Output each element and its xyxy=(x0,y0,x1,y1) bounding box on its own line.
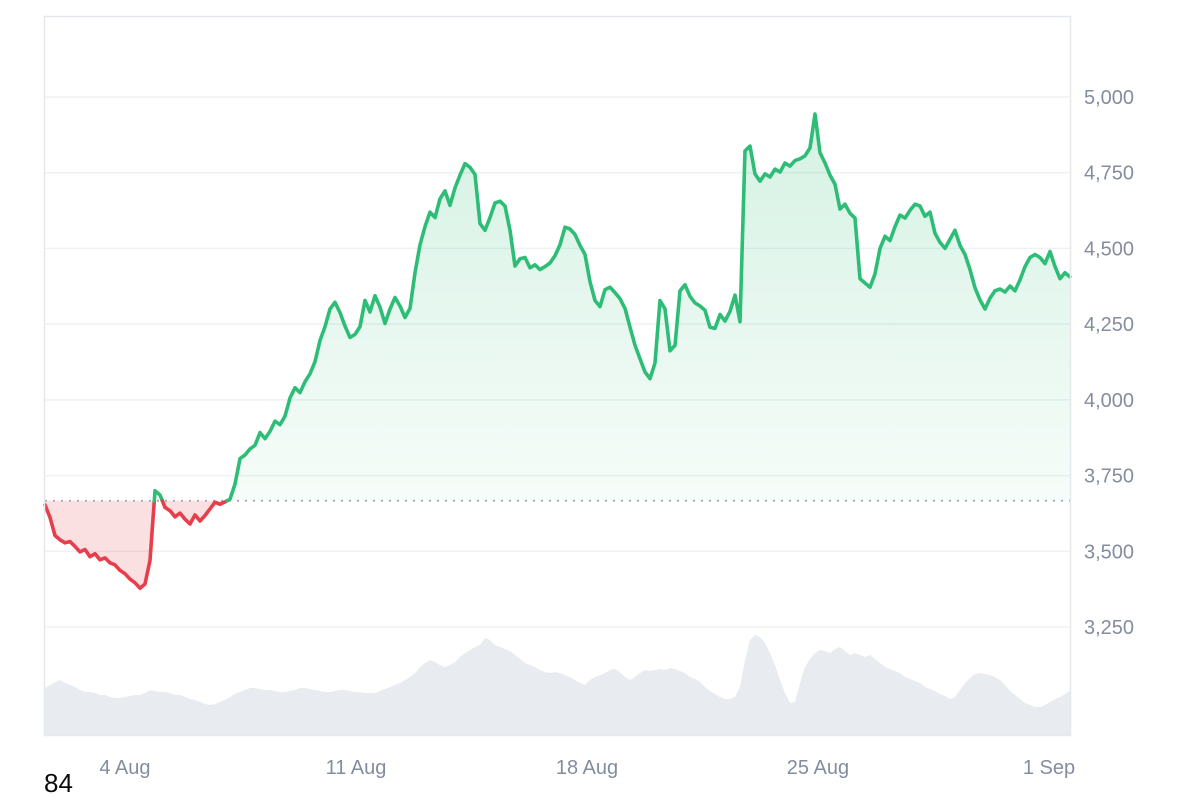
volume-area xyxy=(45,635,1070,735)
y-tick-label: 4,000 xyxy=(1084,390,1134,412)
bottom-left-text: 84 xyxy=(44,768,73,798)
price-line-down-segment xyxy=(43,498,157,590)
x-tick-label: 4 Aug xyxy=(99,757,150,779)
y-tick-label: 3,250 xyxy=(1084,617,1134,639)
x-axis-labels: 4 Aug 11 Aug 18 Aug 25 Aug 1 Sep xyxy=(99,757,1075,779)
x-tick-label: 1 Sep xyxy=(1023,757,1075,779)
price-line-down-segment xyxy=(160,498,229,526)
y-tick-label: 3,750 xyxy=(1084,466,1134,488)
y-tick-label: 3,500 xyxy=(1084,541,1134,563)
plot-border xyxy=(43,15,1072,737)
y-axis-labels: 5,000 4,750 4,500 4,250 4,000 3,750 3,500 3,250 xyxy=(1084,87,1134,639)
y-tick-label: 4,750 xyxy=(1084,163,1134,185)
price-line xyxy=(43,112,1072,590)
x-tick-label: 11 Aug xyxy=(326,757,387,779)
x-tick-label: 25 Aug xyxy=(787,757,849,779)
y-tick-label: 4,250 xyxy=(1084,314,1134,336)
price-line-up-segment xyxy=(152,488,165,503)
y-tick-label: 5,000 xyxy=(1084,87,1134,109)
price-line-up-segment xyxy=(225,112,1072,503)
x-tick-label: 18 Aug xyxy=(556,757,618,779)
y-tick-label: 4,500 xyxy=(1084,238,1134,260)
